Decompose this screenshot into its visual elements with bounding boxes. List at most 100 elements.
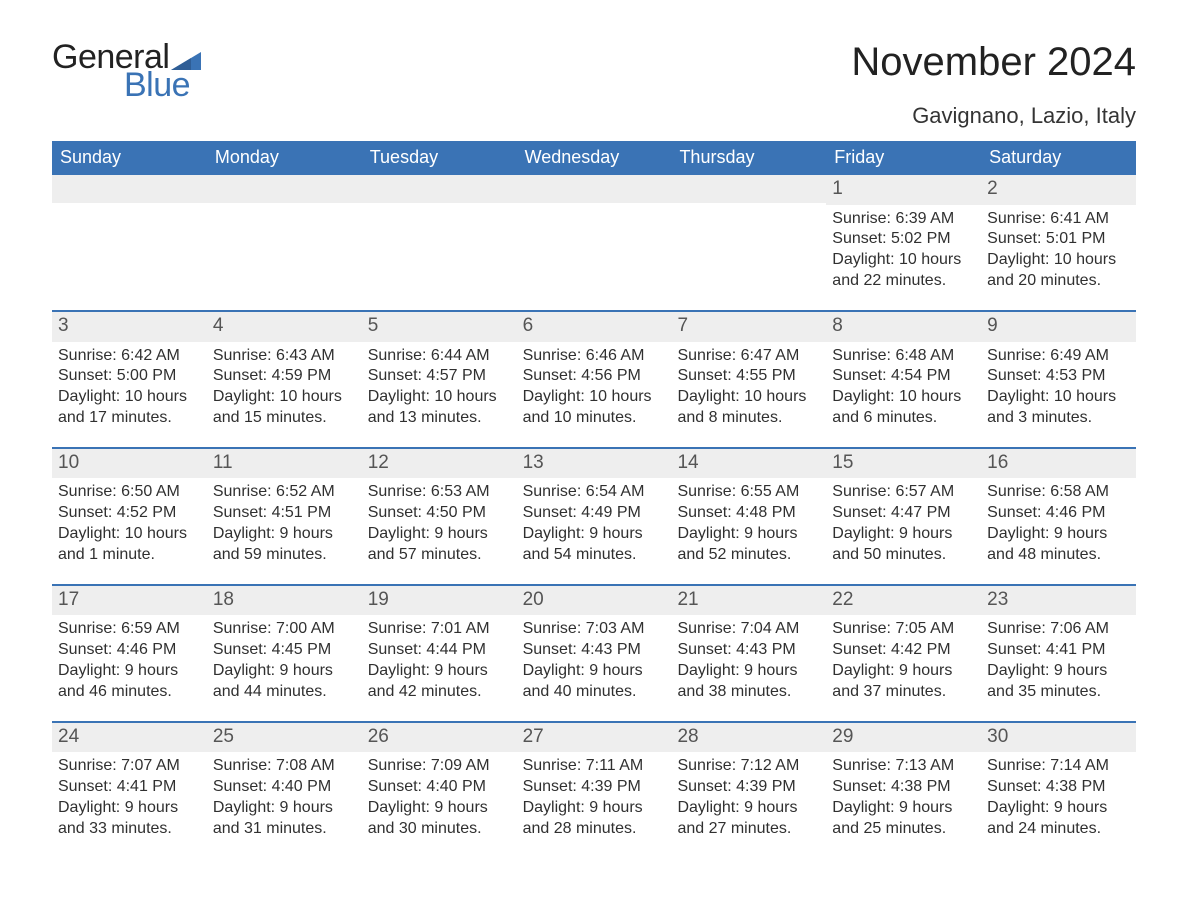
day-cell: 24Sunrise: 7:07 AMSunset: 4:41 PMDayligh… (52, 723, 207, 858)
sunrise-text: Sunrise: 6:59 AM (58, 619, 201, 640)
day-body: Sunrise: 7:00 AMSunset: 4:45 PMDaylight:… (207, 615, 362, 720)
daylight-text: Daylight: 9 hours and 33 minutes. (58, 798, 201, 840)
sunset-text: Sunset: 4:42 PM (832, 640, 975, 661)
sunset-text: Sunset: 4:48 PM (677, 503, 820, 524)
sunrise-text: Sunrise: 7:13 AM (832, 756, 975, 777)
daylight-text: Daylight: 10 hours and 1 minute. (58, 524, 201, 566)
day-body: Sunrise: 6:48 AMSunset: 4:54 PMDaylight:… (826, 342, 981, 447)
day-cell: 23Sunrise: 7:06 AMSunset: 4:41 PMDayligh… (981, 586, 1136, 721)
day-cell: 18Sunrise: 7:00 AMSunset: 4:45 PMDayligh… (207, 586, 362, 721)
weekday-header-cell: Tuesday (362, 141, 517, 175)
day-cell: 20Sunrise: 7:03 AMSunset: 4:43 PMDayligh… (517, 586, 672, 721)
sunset-text: Sunset: 4:52 PM (58, 503, 201, 524)
sunrise-text: Sunrise: 7:09 AM (368, 756, 511, 777)
daylight-text: Daylight: 9 hours and 24 minutes. (987, 798, 1130, 840)
day-number: 26 (362, 723, 517, 753)
day-cell: 10Sunrise: 6:50 AMSunset: 4:52 PMDayligh… (52, 449, 207, 584)
day-body: Sunrise: 6:42 AMSunset: 5:00 PMDaylight:… (52, 342, 207, 447)
day-body: Sunrise: 7:03 AMSunset: 4:43 PMDaylight:… (517, 615, 672, 720)
day-cell: 25Sunrise: 7:08 AMSunset: 4:40 PMDayligh… (207, 723, 362, 858)
day-cell: 26Sunrise: 7:09 AMSunset: 4:40 PMDayligh… (362, 723, 517, 858)
day-cell: 14Sunrise: 6:55 AMSunset: 4:48 PMDayligh… (671, 449, 826, 584)
sunset-text: Sunset: 4:54 PM (832, 366, 975, 387)
sunset-text: Sunset: 5:02 PM (832, 229, 975, 250)
daylight-text: Daylight: 9 hours and 31 minutes. (213, 798, 356, 840)
day-cell: 17Sunrise: 6:59 AMSunset: 4:46 PMDayligh… (52, 586, 207, 721)
sunrise-text: Sunrise: 6:57 AM (832, 482, 975, 503)
day-number: 28 (671, 723, 826, 753)
weekday-header-cell: Sunday (52, 141, 207, 175)
day-cell: 5Sunrise: 6:44 AMSunset: 4:57 PMDaylight… (362, 312, 517, 447)
day-body: Sunrise: 6:49 AMSunset: 4:53 PMDaylight:… (981, 342, 1136, 447)
daylight-text: Daylight: 9 hours and 50 minutes. (832, 524, 975, 566)
day-body: Sunrise: 7:09 AMSunset: 4:40 PMDaylight:… (362, 752, 517, 857)
sunrise-text: Sunrise: 7:00 AM (213, 619, 356, 640)
day-cell: 12Sunrise: 6:53 AMSunset: 4:50 PMDayligh… (362, 449, 517, 584)
day-number (362, 175, 517, 203)
day-number: 3 (52, 312, 207, 342)
day-body: Sunrise: 6:54 AMSunset: 4:49 PMDaylight:… (517, 478, 672, 583)
day-body: Sunrise: 6:55 AMSunset: 4:48 PMDaylight:… (671, 478, 826, 583)
logo: General Blue (52, 40, 201, 102)
sunrise-text: Sunrise: 7:11 AM (523, 756, 666, 777)
title-block: November 2024 Gavignano, Lazio, Italy (851, 40, 1136, 129)
day-number (517, 175, 672, 203)
sunset-text: Sunset: 4:44 PM (368, 640, 511, 661)
day-number: 29 (826, 723, 981, 753)
sunrise-text: Sunrise: 6:46 AM (523, 346, 666, 367)
day-cell (207, 175, 362, 310)
sunset-text: Sunset: 4:57 PM (368, 366, 511, 387)
sunset-text: Sunset: 4:38 PM (832, 777, 975, 798)
sunset-text: Sunset: 4:39 PM (677, 777, 820, 798)
sunrise-text: Sunrise: 6:41 AM (987, 209, 1130, 230)
day-body: Sunrise: 7:11 AMSunset: 4:39 PMDaylight:… (517, 752, 672, 857)
day-cell: 22Sunrise: 7:05 AMSunset: 4:42 PMDayligh… (826, 586, 981, 721)
sunrise-text: Sunrise: 6:52 AM (213, 482, 356, 503)
sunset-text: Sunset: 4:56 PM (523, 366, 666, 387)
day-cell: 19Sunrise: 7:01 AMSunset: 4:44 PMDayligh… (362, 586, 517, 721)
daylight-text: Daylight: 9 hours and 48 minutes. (987, 524, 1130, 566)
daylight-text: Daylight: 9 hours and 28 minutes. (523, 798, 666, 840)
sunset-text: Sunset: 4:43 PM (677, 640, 820, 661)
daylight-text: Daylight: 10 hours and 22 minutes. (832, 250, 975, 292)
day-body: Sunrise: 6:59 AMSunset: 4:46 PMDaylight:… (52, 615, 207, 720)
daylight-text: Daylight: 10 hours and 8 minutes. (677, 387, 820, 429)
sunset-text: Sunset: 4:46 PM (987, 503, 1130, 524)
calendar-grid: SundayMondayTuesdayWednesdayThursdayFrid… (52, 141, 1136, 857)
day-number: 19 (362, 586, 517, 616)
day-cell: 13Sunrise: 6:54 AMSunset: 4:49 PMDayligh… (517, 449, 672, 584)
day-number: 10 (52, 449, 207, 479)
day-number: 12 (362, 449, 517, 479)
title-location: Gavignano, Lazio, Italy (851, 103, 1136, 129)
day-number (671, 175, 826, 203)
day-number: 8 (826, 312, 981, 342)
sunrise-text: Sunrise: 7:05 AM (832, 619, 975, 640)
day-cell: 15Sunrise: 6:57 AMSunset: 4:47 PMDayligh… (826, 449, 981, 584)
day-cell (52, 175, 207, 310)
day-cell: 29Sunrise: 7:13 AMSunset: 4:38 PMDayligh… (826, 723, 981, 858)
sunrise-text: Sunrise: 6:47 AM (677, 346, 820, 367)
sunset-text: Sunset: 5:01 PM (987, 229, 1130, 250)
day-body: Sunrise: 7:01 AMSunset: 4:44 PMDaylight:… (362, 615, 517, 720)
sunrise-text: Sunrise: 7:01 AM (368, 619, 511, 640)
sunrise-text: Sunrise: 7:07 AM (58, 756, 201, 777)
header: General Blue November 2024 Gavignano, La… (52, 40, 1136, 129)
sunrise-text: Sunrise: 6:53 AM (368, 482, 511, 503)
week-row: 3Sunrise: 6:42 AMSunset: 5:00 PMDaylight… (52, 310, 1136, 447)
sunset-text: Sunset: 4:40 PM (213, 777, 356, 798)
week-row: 10Sunrise: 6:50 AMSunset: 4:52 PMDayligh… (52, 447, 1136, 584)
day-number (207, 175, 362, 203)
day-cell: 21Sunrise: 7:04 AMSunset: 4:43 PMDayligh… (671, 586, 826, 721)
day-number: 17 (52, 586, 207, 616)
day-body: Sunrise: 6:44 AMSunset: 4:57 PMDaylight:… (362, 342, 517, 447)
daylight-text: Daylight: 9 hours and 57 minutes. (368, 524, 511, 566)
day-number: 20 (517, 586, 672, 616)
daylight-text: Daylight: 9 hours and 40 minutes. (523, 661, 666, 703)
day-number: 18 (207, 586, 362, 616)
day-number: 13 (517, 449, 672, 479)
sunset-text: Sunset: 4:45 PM (213, 640, 356, 661)
day-body: Sunrise: 7:05 AMSunset: 4:42 PMDaylight:… (826, 615, 981, 720)
day-number: 25 (207, 723, 362, 753)
sunrise-text: Sunrise: 7:03 AM (523, 619, 666, 640)
day-cell: 3Sunrise: 6:42 AMSunset: 5:00 PMDaylight… (52, 312, 207, 447)
